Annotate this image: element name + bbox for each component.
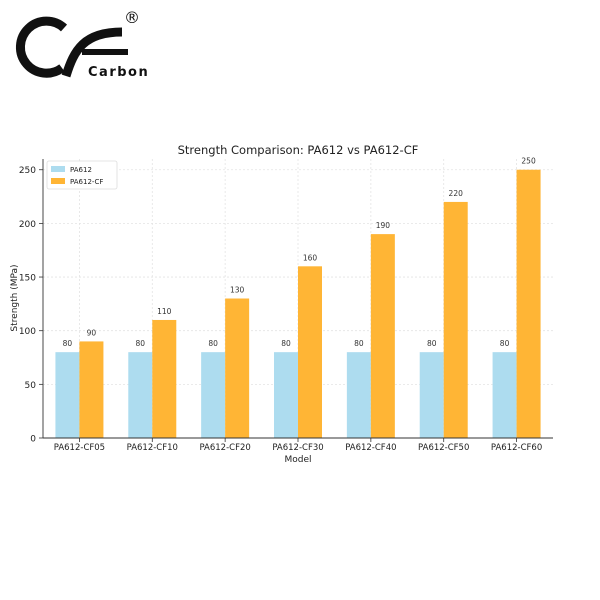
y-tick-label: 50 [25,381,37,391]
y-axis-label: Strength (MPa) [10,264,20,331]
data-label: 80 [500,339,510,348]
data-label: 190 [376,221,391,230]
legend-label: PA612 [70,166,92,174]
data-label: 90 [87,328,97,337]
x-tick-label: PA612-CF30 [272,443,323,453]
bar-pa612-cf [225,298,250,438]
bar-pa612 [128,352,153,438]
chart-title: Strength Comparison: PA612 vs PA612-CF [178,143,419,157]
data-label: 130 [230,286,245,295]
data-label: 220 [449,189,464,198]
y-tick-label: 100 [19,327,36,337]
data-label: 80 [136,339,146,348]
y-tick-label: 0 [30,435,36,445]
y-tick-label: 150 [19,274,36,284]
bars-layer: 80 90 80 110 80 130 80 160 80 190 80 220 80 250 [55,157,541,438]
legend: PA612 PA612-CF [46,160,118,190]
bar-pa612-cf [370,234,395,438]
data-label: 80 [63,339,73,348]
brand-logo: ® Carbon [14,8,148,85]
bar-pa612 [419,352,444,438]
x-tick-label: PA612-CF10 [127,443,178,453]
bar-pa612-cf [152,319,177,438]
legend-swatch [51,178,65,184]
y-tick-label: 250 [19,166,36,176]
bar-pa612 [274,352,298,438]
data-label: 80 [427,339,437,348]
bar-pa612 [55,352,80,438]
x-tick-label: PA612-CF60 [491,443,542,453]
legend-swatch [51,166,65,172]
axes-layer: 0 50 100 150 200 250 PA612-CF05 PA612-CF10 PA612… [19,159,553,453]
data-label: 160 [303,253,318,262]
bar-pa612 [346,352,371,438]
bar-pa612 [492,352,517,438]
x-tick-label: PA612-CF20 [199,443,250,453]
data-label: 80 [208,339,218,348]
data-label: 250 [521,157,536,166]
registered-mark: ® [124,8,140,27]
x-tick-label: PA612-CF50 [418,443,469,453]
bar-pa612 [201,352,226,438]
y-tick-label: 200 [19,220,36,230]
data-label: 80 [281,339,291,348]
x-tick-label: PA612-CF05 [54,443,105,453]
bar-pa612-cf [298,266,322,438]
data-label: 110 [157,307,172,316]
cf-logo-mark [15,16,128,78]
bar-pa612-cf [516,169,541,438]
x-axis-label: Model [284,455,311,465]
bar-pa612-cf [443,201,468,438]
brand-wordmark: Carbon [88,65,150,80]
x-tick-label: PA612-CF40 [345,443,396,453]
data-label: 80 [354,339,364,348]
legend-label: PA612-CF [70,178,103,186]
bar-pa612-cf [79,341,104,438]
